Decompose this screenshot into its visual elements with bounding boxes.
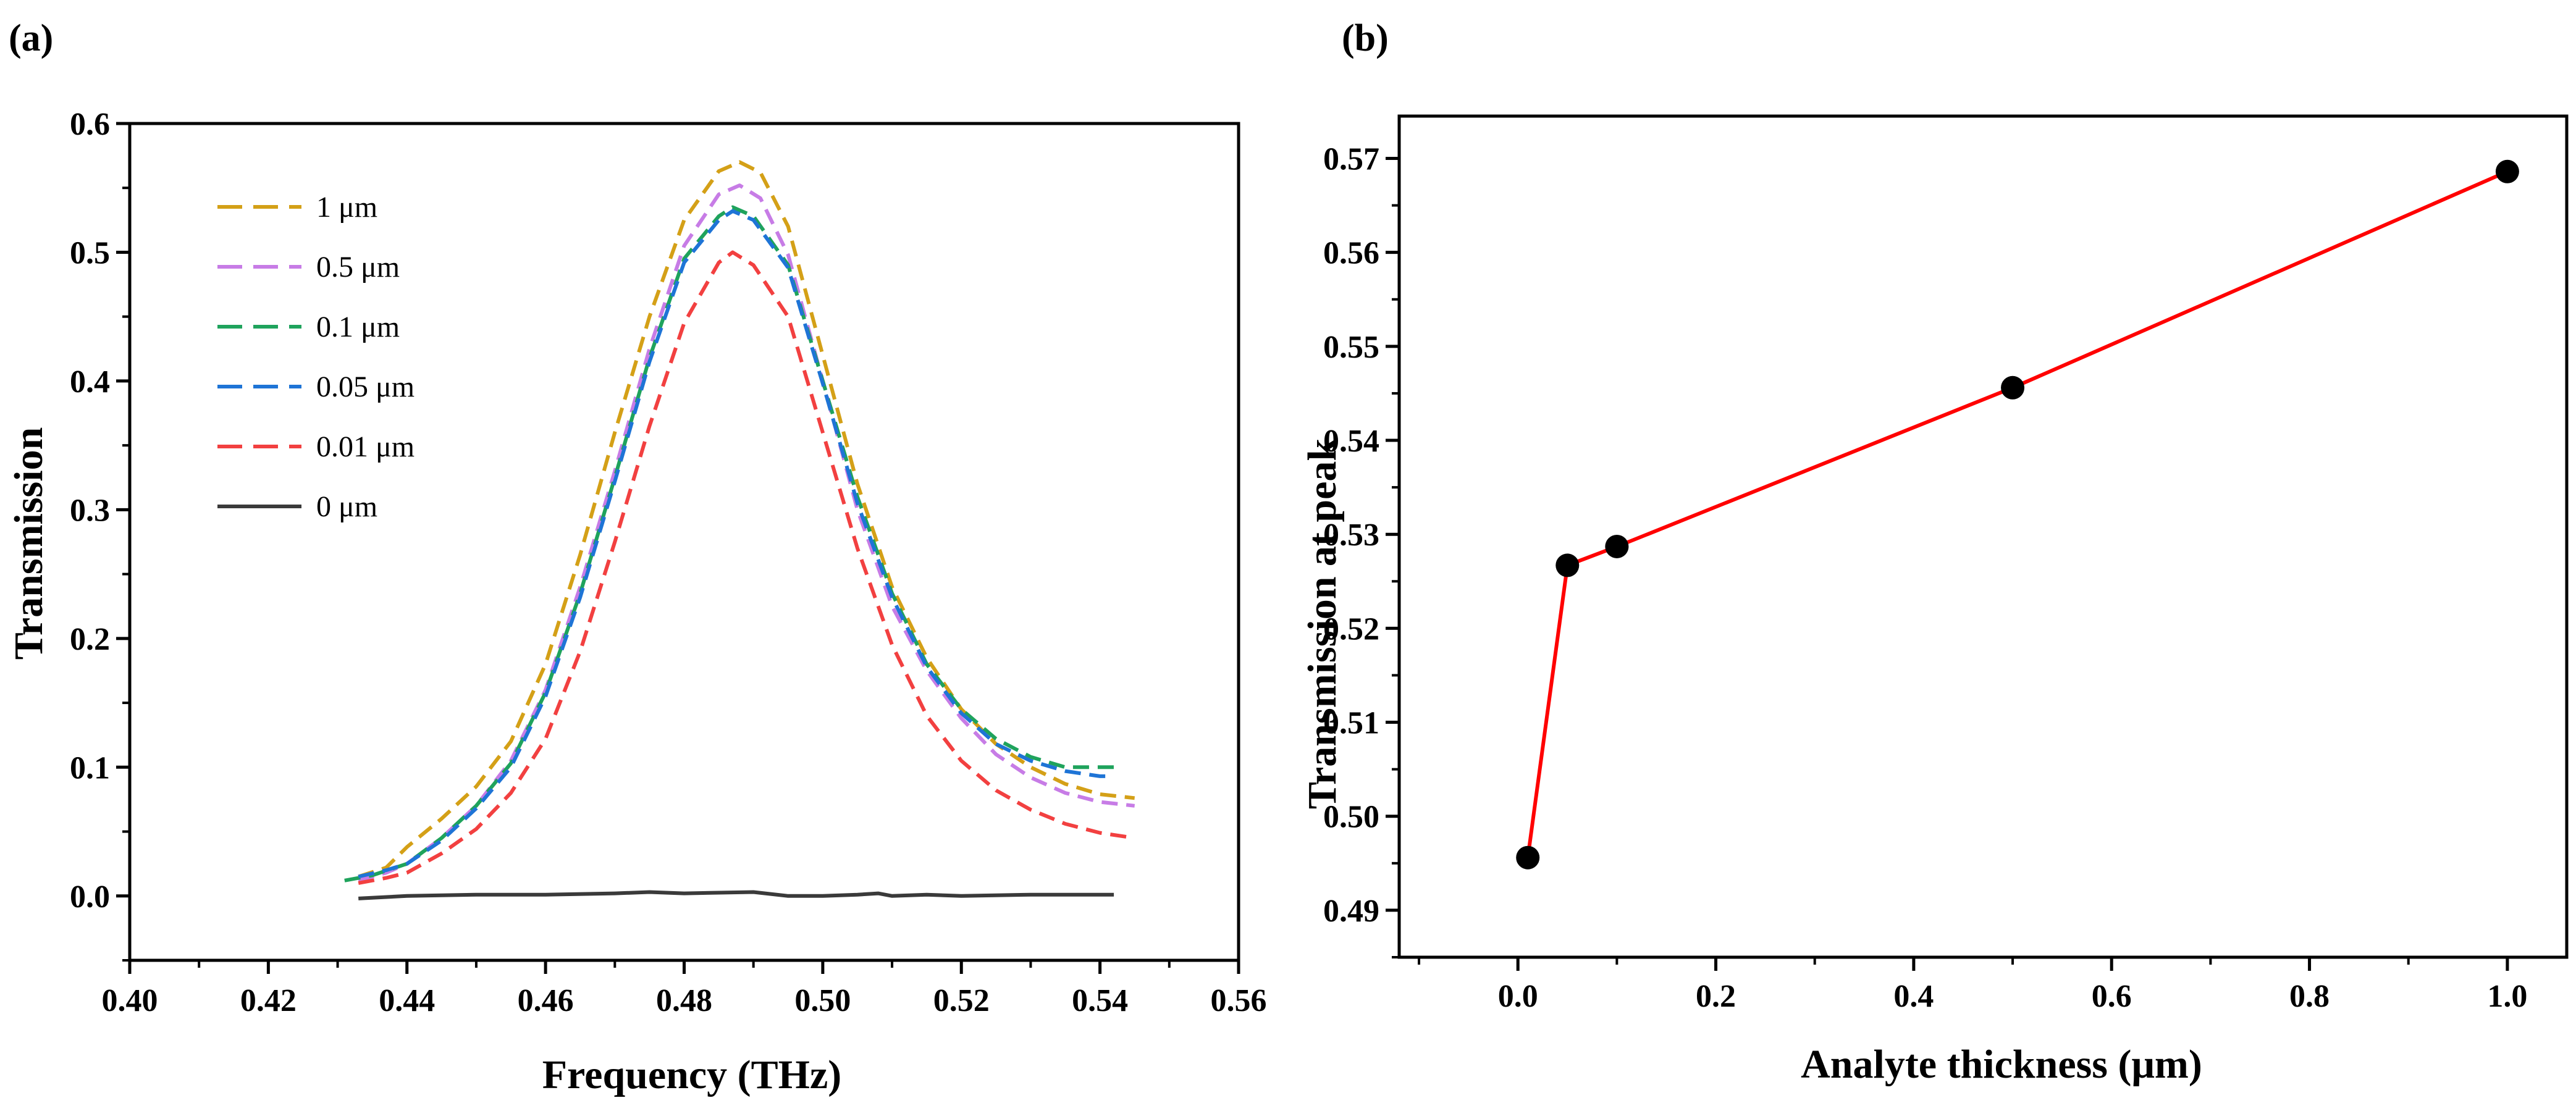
y-tick-label: 0.2 [70,622,110,657]
y-tick-label: 0.4 [70,364,110,400]
y-tick-labels-b: 0.49 0.50 0.51 0.52 0.53 0.54 0.55 0.56 0.57 [1323,141,1379,928]
y-tick-label: 0.3 [70,493,110,528]
data-point [1516,845,1540,870]
panel-label-a: (a) [9,17,53,59]
legend-label: 0.1 μm [316,311,400,343]
data-point [1555,553,1580,577]
legend-label: 0 μm [316,490,377,523]
y-tick-label: 0.53 [1323,518,1379,553]
plot-frame-a [128,122,1240,962]
y-tick-label: 0.56 [1323,236,1379,271]
data-point [2495,159,2519,183]
y-axis-title-b: Transmission at peak [1300,438,1345,810]
x-tick-label: 0.46 [518,983,574,1018]
x-tick-label: 0.50 [794,983,851,1018]
data-point [2001,375,2025,400]
y-tick-label: 0.6 [70,107,110,142]
x-tick-label: 0.8 [2289,979,2330,1014]
panel-label-b: (b) [1342,17,1389,59]
x-axis-title-a: Frequency (THz) [542,1052,842,1097]
series-line-3 [358,209,1114,879]
plot-area-b [1386,114,2569,971]
y-tick-label: 0.0 [70,879,110,915]
x-tick-labels-b: 0.0 0.2 0.4 0.6 0.8 1.0 [1498,979,2528,1014]
x-tick-label: 0.56 [1211,983,1267,1018]
x-tick-label: 0.48 [656,983,712,1018]
y-tick-label: 0.51 [1323,706,1379,741]
x-tick-label: 0.2 [1696,979,1736,1014]
y-tick-label: 0.55 [1323,330,1379,365]
x-tick-label: 0.42 [240,983,297,1018]
data-point [1605,534,1629,558]
legend-label: 0.05 μm [316,371,415,403]
legend-label: 1 μm [316,191,377,224]
series-line-2 [344,205,1114,883]
x-tick-label: 0.52 [933,983,990,1018]
y-axis-title-a: Transmission [6,427,51,660]
legend-label: 0.5 μm [316,251,400,283]
panel-b: (b) 0.0 0.2 0.4 0.6 0.8 1.0 0.490.500.510.520… [1300,17,2569,1087]
plot-area-a [116,122,1240,974]
x-axis-title-b: Analyte thickness (μm) [1801,1042,2202,1087]
trend-line [1526,170,2509,858]
y-tick-label: 0.52 [1323,611,1379,647]
x-tick-label: 0.44 [379,983,435,1018]
x-tick-labels-a: 0.40 0.42 0.44 0.46 0.48 0.50 0.52 0.54 0.56 [102,983,1267,1018]
legend-a: 1 μm 0.5 μm 0.1 μm 0.05 μm 0.01 μm 0 μm [217,191,415,523]
x-tick-label: 0.4 [1893,979,1934,1014]
x-tick-label: 0.54 [1072,983,1128,1018]
y-tick-label: 0.54 [1323,424,1379,459]
series-line-1 [358,183,1135,883]
legend-label: 0.01 μm [316,430,415,463]
x-tick-label: 0.40 [102,983,158,1018]
y-tick-label: 0.5 [70,235,110,270]
x-tick-label: 1.0 [2487,979,2527,1014]
series-line-0 [358,160,1135,879]
y-tick-label: 0.1 [70,750,110,786]
y-tick-label: 0.49 [1323,894,1379,929]
series-line-5 [358,890,1114,900]
y-tick-label: 0.50 [1323,800,1379,835]
y-tick-labels-a: 0.0 0.1 0.2 0.3 0.4 0.5 0.6 [70,107,110,915]
x-tick-label: 0.0 [1498,979,1538,1014]
plot-frame-b [1397,114,2569,959]
panel-a: (a) 0.40 0.42 0.44 0.46 0.48 0.50 0.52 0.54 0.56… [6,17,1267,1097]
x-tick-label: 0.6 [2092,979,2132,1014]
y-tick-label: 0.57 [1323,141,1379,177]
series-line-4 [358,250,1135,885]
